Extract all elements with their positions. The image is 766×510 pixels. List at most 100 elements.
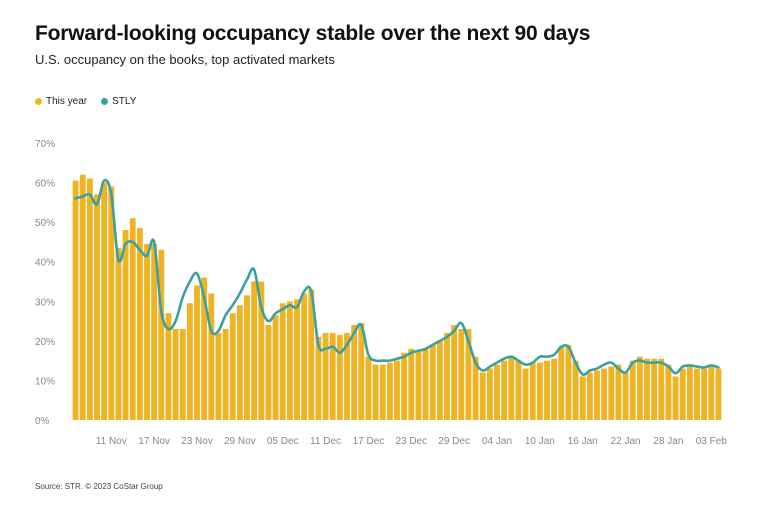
x-tick-label: 17 Nov (138, 436, 170, 447)
bar-this-year[interactable] (458, 328, 465, 420)
bar-this-year[interactable] (486, 368, 493, 420)
bar-this-year[interactable] (665, 364, 672, 420)
bar-this-year[interactable] (94, 194, 100, 420)
bar-this-year[interactable] (351, 325, 358, 420)
bar-this-year[interactable] (494, 364, 500, 420)
bar-this-year[interactable] (358, 323, 365, 420)
bar-this-year[interactable] (594, 370, 600, 420)
bar-this-year[interactable] (272, 315, 279, 420)
bar-this-year[interactable] (72, 180, 79, 420)
bar-this-year[interactable] (194, 285, 200, 420)
bar-this-year[interactable] (172, 328, 179, 420)
bar-this-year[interactable] (501, 360, 508, 420)
bar-this-year[interactable] (265, 325, 272, 420)
bar-this-year[interactable] (286, 301, 293, 420)
bar-this-year[interactable] (579, 376, 586, 420)
bar-this-year[interactable] (686, 366, 693, 420)
legend-item-stly[interactable]: STLY (101, 96, 136, 107)
y-tick-label: 70% (35, 139, 55, 150)
bar-this-year[interactable] (101, 182, 108, 420)
source-note: Source: STR. © 2023 CoStar Group (35, 482, 163, 491)
bar-this-year[interactable] (122, 230, 129, 420)
bar-this-year[interactable] (608, 366, 615, 420)
bar-this-year[interactable] (151, 243, 158, 420)
bar-this-year[interactable] (644, 358, 650, 420)
bar-this-year[interactable] (336, 334, 343, 420)
bar-this-year[interactable] (144, 243, 150, 420)
x-tick-label: 11 Nov (96, 436, 127, 447)
bar-this-year[interactable] (136, 228, 143, 420)
bar-this-year[interactable] (551, 358, 558, 420)
bar-this-year[interactable] (315, 336, 322, 420)
bar-this-year[interactable] (544, 360, 550, 420)
legend-item-this-year[interactable]: This year (35, 96, 87, 107)
bar-this-year[interactable] (415, 350, 422, 420)
bar-this-year[interactable] (558, 346, 565, 420)
bar-this-year[interactable] (679, 368, 686, 420)
bar-this-year[interactable] (386, 362, 393, 420)
bar-this-year[interactable] (329, 332, 336, 420)
bar-this-year[interactable] (436, 340, 443, 420)
bar-this-year[interactable] (701, 368, 708, 420)
bar-this-year[interactable] (294, 299, 300, 420)
bar-this-year[interactable] (379, 364, 386, 420)
bar-this-year[interactable] (601, 368, 608, 420)
bar-this-year[interactable] (615, 364, 622, 420)
bar-this-year[interactable] (715, 368, 722, 420)
bar-this-year[interactable] (208, 293, 215, 420)
bar-this-year[interactable] (301, 293, 308, 420)
bar-this-year[interactable] (708, 366, 715, 420)
bar-this-year[interactable] (222, 328, 229, 420)
bar-this-year[interactable] (394, 360, 400, 420)
bar-this-year[interactable] (308, 289, 315, 420)
bar-this-year[interactable] (586, 372, 593, 420)
bar-this-year[interactable] (158, 249, 165, 420)
bar-this-year[interactable] (344, 332, 350, 420)
bar-this-year[interactable] (79, 174, 86, 420)
bar-this-year[interactable] (108, 186, 115, 420)
bar-this-year[interactable] (86, 178, 93, 420)
stly-line[interactable] (74, 178, 720, 377)
bar-this-year[interactable] (422, 348, 429, 420)
bar-this-year[interactable] (515, 360, 522, 420)
bar-this-year[interactable] (408, 348, 415, 420)
bar-this-year[interactable] (629, 360, 636, 420)
bar-this-year[interactable] (522, 368, 529, 420)
bar-this-year[interactable] (465, 328, 472, 420)
bar-this-year[interactable] (651, 358, 658, 420)
bar-this-year[interactable] (536, 362, 543, 420)
bar-this-year[interactable] (201, 277, 208, 420)
bar-this-year[interactable] (694, 368, 700, 420)
bar-this-year[interactable] (372, 364, 379, 420)
bar-this-year[interactable] (115, 247, 122, 420)
bar-this-year[interactable] (179, 328, 186, 420)
bar-this-year[interactable] (429, 344, 436, 420)
bar-this-year[interactable] (622, 372, 629, 420)
chart-title: Forward-looking occupancy stable over th… (35, 22, 591, 45)
x-tick-label: 04 Jan (482, 436, 512, 447)
bar-this-year[interactable] (479, 372, 486, 420)
bar-this-year[interactable] (444, 332, 450, 420)
bar-this-year[interactable] (472, 356, 479, 420)
bar-this-year[interactable] (636, 356, 643, 420)
bar-this-year[interactable] (672, 376, 679, 420)
bar-this-year[interactable] (322, 332, 329, 420)
bar-this-year[interactable] (451, 325, 458, 420)
bar-this-year[interactable] (658, 358, 665, 420)
bar-this-year[interactable] (572, 360, 579, 420)
bar-this-year[interactable] (365, 356, 372, 420)
bar-this-year[interactable] (565, 344, 572, 420)
bar-this-year[interactable] (236, 305, 243, 420)
bar-this-year[interactable] (165, 313, 172, 420)
bar-this-year[interactable] (529, 362, 536, 420)
bar-this-year[interactable] (244, 295, 250, 420)
bar-this-year[interactable] (258, 281, 265, 421)
bar-this-year[interactable] (401, 352, 408, 420)
bar-this-year[interactable] (186, 303, 193, 420)
bar-this-year[interactable] (215, 332, 222, 420)
bar-this-year[interactable] (279, 303, 286, 420)
bar-this-year[interactable] (508, 356, 515, 420)
bar-this-year[interactable] (129, 218, 136, 420)
bar-this-year[interactable] (229, 313, 236, 420)
bar-this-year[interactable] (251, 281, 258, 421)
